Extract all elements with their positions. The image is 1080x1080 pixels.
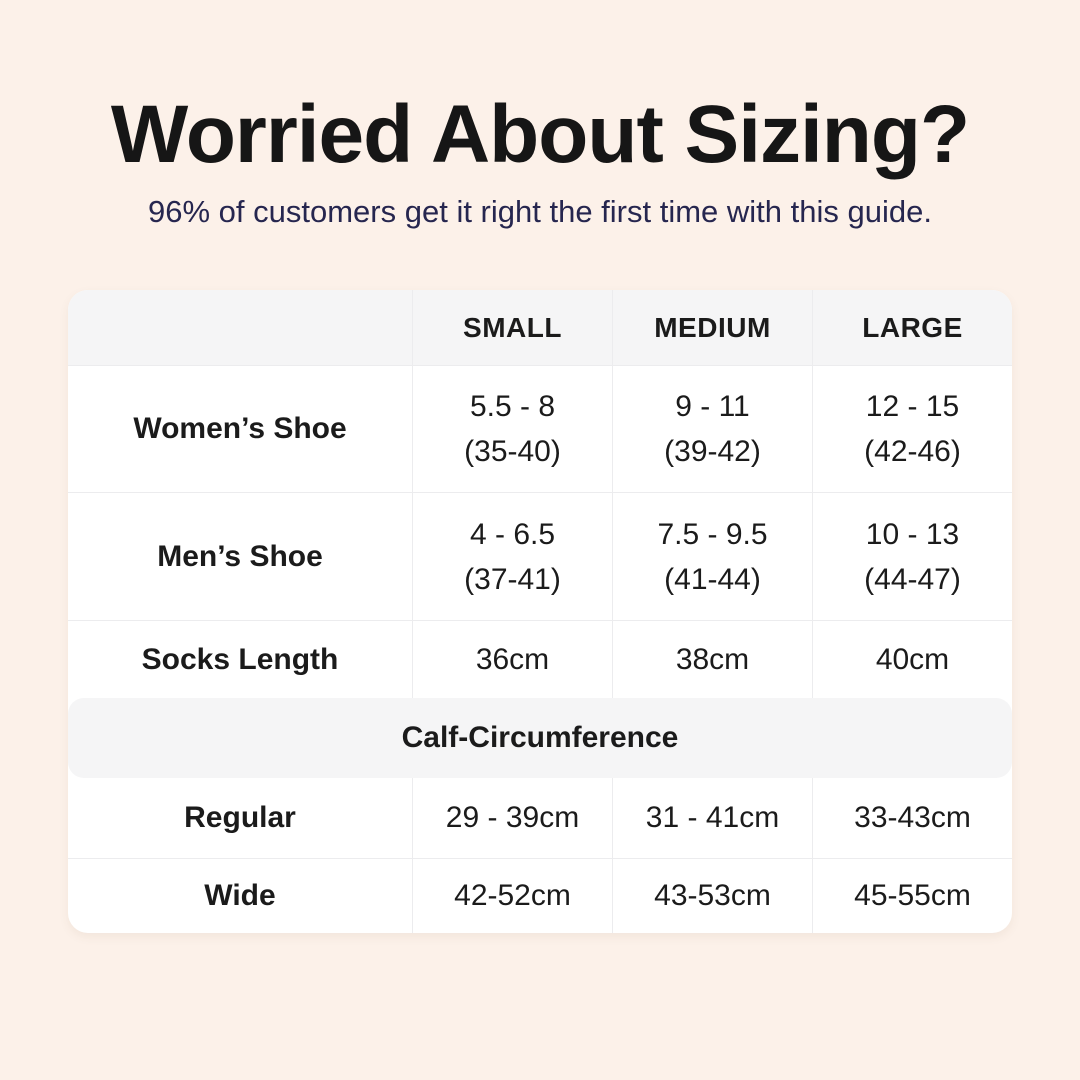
cell-value: 4 - 6.5 [469,517,556,551]
table-cell: 40cm [812,621,1012,699]
row-label: Men’s Shoe [157,539,323,573]
cell-value: 12 - 15 [865,390,960,424]
row-label: Wide [204,879,276,913]
column-header-small: SMALL [412,290,612,366]
table-cell: 36cm [412,621,612,699]
section-header-calf-circumference: Calf-Circumference [68,698,1012,779]
column-header-large: LARGE [812,290,1012,366]
table-header-row: SMALL MEDIUM LARGE [68,290,1012,366]
table-row-womens-shoe: Women’s Shoe 5.5 - 8 (35-40) 9 - 11 (39-… [68,365,1012,493]
table-cell: 9 - 11 (39-42) [612,366,812,493]
table-cell: 43-53cm [612,859,812,934]
cell-value: 5.5 - 8 [469,390,556,424]
table-cell: 31 - 41cm [612,778,812,859]
cell-subvalue: (39-42) [664,435,761,469]
table-cell: 5.5 - 8 (35-40) [412,366,612,493]
cell-value: 7.5 - 9.5 [657,517,768,551]
sizing-table: SMALL MEDIUM LARGE Women’s Shoe 5.5 - 8 … [68,290,1012,934]
cell-subvalue: (37-41) [464,562,561,596]
cell-subvalue: (44-47) [864,562,961,596]
cell-value: 10 - 13 [865,517,960,551]
table-cell: 12 - 15 (42-46) [812,366,1012,493]
table-cell: 42-52cm [412,859,612,934]
table-cell: 10 - 13 (44-47) [812,493,1012,621]
page-subtitle: 96% of customers get it right the first … [148,194,932,230]
page-header: Worried About Sizing? 96% of customers g… [0,0,1080,230]
table-row-mens-shoe: Men’s Shoe 4 - 6.5 (37-41) 7.5 - 9.5 (41… [68,492,1012,621]
table-cell: 7.5 - 9.5 (41-44) [612,493,812,621]
table-cell: 29 - 39cm [412,778,612,859]
table-cell: 45-55cm [812,859,1012,934]
cell-value: 9 - 11 [675,390,750,424]
table-cell: 4 - 6.5 (37-41) [412,493,612,621]
cell-subvalue: (42-46) [864,435,961,469]
table-cell: 33-43cm [812,778,1012,859]
cell-subvalue: (35-40) [464,435,561,469]
table-header-empty [68,290,412,365]
row-label: Regular [184,801,296,835]
column-header-medium: MEDIUM [612,290,812,366]
row-label: Women’s Shoe [133,412,347,446]
cell-subvalue: (41-44) [664,562,761,596]
page-title: Worried About Sizing? [110,89,970,180]
table-cell: 38cm [612,621,812,699]
table-row-regular: Regular 29 - 39cm 31 - 41cm 33-43cm [68,778,1012,859]
table-row-wide: Wide 42-52cm 43-53cm 45-55cm [68,858,1012,934]
row-label: Socks Length [141,642,339,676]
table-row-socks-length: Socks Length 36cm 38cm 40cm [68,620,1012,699]
